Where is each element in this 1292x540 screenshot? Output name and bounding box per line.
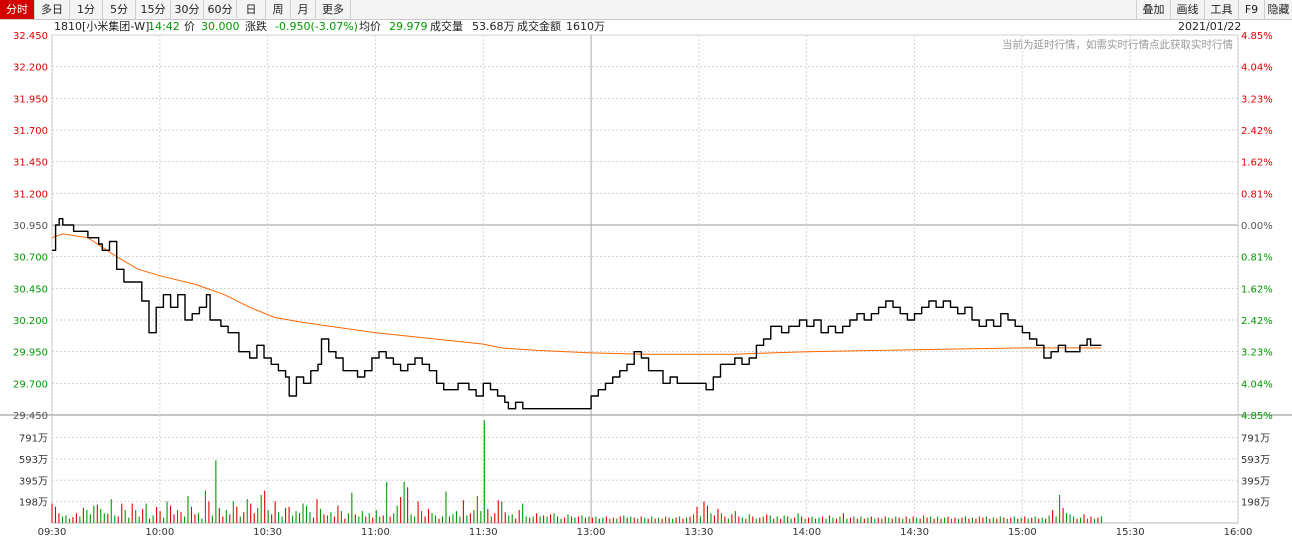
volume-tick-label: 791万	[19, 433, 48, 444]
price-tick-label: 30.700	[13, 253, 48, 264]
price-layer	[52, 217, 1102, 410]
change-value: -0.950(-3.07%)	[275, 20, 358, 33]
period-tab-9[interactable]: 月	[291, 0, 316, 19]
draw-line-button[interactable]: 画线	[1170, 0, 1204, 19]
period-tab-4[interactable]: 15分	[136, 0, 171, 19]
price-tick-label: 32.450	[13, 31, 48, 42]
period-tab-6[interactable]: 60分	[204, 0, 237, 19]
period-tab-1[interactable]: 多日	[35, 0, 70, 19]
period-tab-7[interactable]: 日	[237, 0, 266, 19]
time-tick-label: 13:30	[684, 527, 713, 538]
time-tick-label: 11:30	[469, 527, 498, 538]
symbol-name: 1810[小米集团-W]	[54, 20, 150, 33]
pct-tick-label: 3.23%	[1241, 348, 1273, 359]
price-label: 价	[184, 20, 195, 33]
price-tick-label: 31.950	[13, 94, 48, 105]
volume-tick-label-right: 791万	[1241, 433, 1270, 444]
price-tick-label: 30.950	[13, 221, 48, 232]
price-tick-label: 30.200	[13, 316, 48, 327]
time-tick-label: 15:00	[1008, 527, 1037, 538]
change-label: 涨跌	[245, 20, 267, 33]
time-tick-label: 14:30	[900, 527, 929, 538]
time-tick-label: 13:00	[577, 527, 606, 538]
volume-label: 成交量	[430, 20, 463, 33]
price-tick-label: 32.200	[13, 63, 48, 74]
period-tab-3[interactable]: 5分	[103, 0, 136, 19]
pct-tick-label: 2.42%	[1241, 126, 1273, 137]
avg-price-layer	[51, 233, 1102, 355]
price-tick-label: 31.200	[13, 189, 48, 200]
pct-tick-label: 3.23%	[1241, 94, 1273, 105]
price-tick-label: 30.450	[13, 284, 48, 295]
volume-tick-label: 395万	[19, 476, 48, 487]
chart-frame	[51, 34, 1239, 524]
time-tick-label: 10:00	[145, 527, 174, 538]
time-tick-label: 11:00	[361, 527, 390, 538]
period-tab-8[interactable]: 周	[266, 0, 291, 19]
period-toolbar: 分时 多日 1分 5分 15分 30分 60分日周月更多 隐藏 F9 工具 画线 叠加	[0, 0, 1292, 20]
price-tick-label: 29.450	[13, 411, 48, 422]
period-tab-5[interactable]: 30分	[171, 0, 204, 19]
volume-tick-label-right: 593万	[1241, 455, 1270, 466]
price-tick-label: 29.700	[13, 379, 48, 390]
volume-value: 53.68万	[472, 20, 515, 33]
quote-info-bar: 1810[小米集团-W] 14:42 价 30.000 涨跌 -0.950(-3…	[0, 20, 1292, 34]
price-line	[52, 217, 1102, 410]
volume-tick-label: 198万	[19, 498, 48, 509]
tools-button[interactable]: 工具	[1204, 0, 1238, 19]
price-tick-label: 31.450	[13, 158, 48, 169]
f9-button[interactable]: F9	[1238, 0, 1264, 19]
price-tick-label: 29.950	[13, 348, 48, 359]
avg-price-line	[51, 233, 1102, 355]
avg-value: 29.979	[389, 20, 428, 33]
hide-button[interactable]: 隐藏	[1264, 0, 1292, 19]
period-tab-10[interactable]: 更多	[316, 0, 351, 19]
time-tick-label: 16:00	[1224, 527, 1253, 538]
period-tab-2[interactable]: 1分	[70, 0, 103, 19]
time-tick-label: 14:00	[792, 527, 821, 538]
volume-tick-label-right: 395万	[1241, 476, 1270, 487]
avg-label: 均价	[359, 20, 381, 33]
pct-tick-label: 4.85%	[1241, 411, 1273, 422]
pct-tick-label: 4.85%	[1241, 31, 1273, 42]
price-tick-label: 31.700	[13, 126, 48, 137]
chart-grid	[0, 34, 1292, 524]
quote-time: 14:42	[148, 20, 180, 33]
amount-label: 成交金额	[517, 20, 561, 33]
time-tick-label: 10:30	[253, 527, 282, 538]
overlay-button[interactable]: 叠加	[1136, 0, 1170, 19]
volume-bars	[51, 420, 1102, 523]
pct-tick-label: 4.04%	[1241, 379, 1273, 390]
amount-value: 1610万	[566, 20, 605, 33]
quote-date: 2021/01/22	[1178, 20, 1242, 33]
axis-labels: 32.450 4.85% 32.200 4.04% 31.950 3.23% 31.700 2…	[13, 31, 1273, 538]
period-tab-0[interactable]: 分时	[0, 0, 35, 19]
delayed-quote-notice[interactable]: 当前为延时行情，如需实时行情点此获取实时行情	[1002, 38, 1233, 51]
pct-tick-label: 0.00%	[1241, 221, 1273, 232]
pct-tick-label: 0.81%	[1241, 189, 1273, 200]
pct-tick-label: 4.04%	[1241, 63, 1273, 74]
pct-tick-label: 1.62%	[1241, 284, 1273, 295]
volume-tick-label: 593万	[19, 455, 48, 466]
pct-tick-label: 1.62%	[1241, 158, 1273, 169]
time-tick-label: 09:30	[38, 527, 67, 538]
price-value: 30.000	[201, 20, 240, 33]
pct-tick-label: 0.81%	[1241, 253, 1273, 264]
volume-tick-label-right: 198万	[1241, 498, 1270, 509]
time-tick-label: 15:30	[1116, 527, 1145, 538]
pct-tick-label: 2.42%	[1241, 316, 1273, 327]
